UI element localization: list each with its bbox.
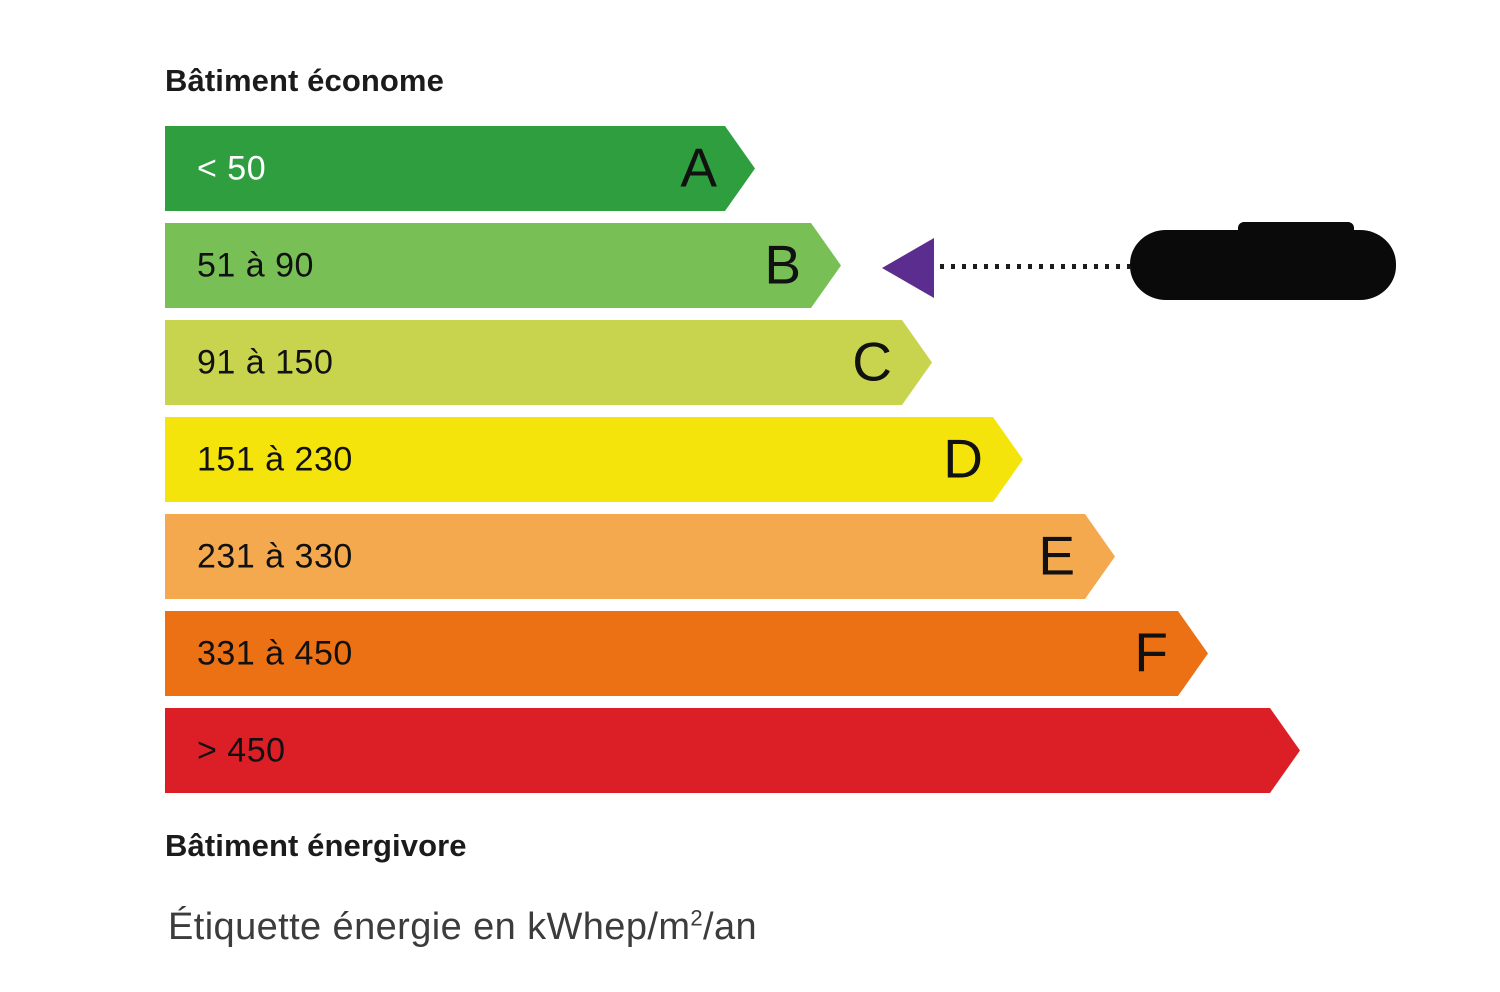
band-a-letter: A	[680, 135, 717, 198]
band-d-range-label: 151 à 230	[197, 440, 353, 478]
band-b-range-label: 51 à 90	[197, 246, 314, 284]
energy-band-d[interactable]: 151 à 230 D	[165, 417, 1023, 502]
band-c-range-label: 91 à 150	[197, 343, 334, 381]
band-b-letter: B	[764, 232, 801, 295]
band-e-letter: E	[1038, 523, 1075, 586]
band-e-range-label: 231 à 330	[197, 537, 353, 575]
energy-band-a[interactable]: < 50 A	[165, 126, 755, 211]
energy-band-e[interactable]: 231 à 330 E	[165, 514, 1115, 599]
energy-band-g[interactable]: > 450	[165, 708, 1300, 793]
band-c-letter: C	[852, 329, 892, 392]
top-caption: Bâtiment économe	[165, 63, 444, 98]
band-b-shape	[165, 223, 841, 308]
band-d-shape	[165, 417, 1023, 502]
bottom-caption: Bâtiment énergivore	[165, 828, 467, 863]
band-g-shape	[165, 708, 1300, 793]
band-d-letter: D	[943, 426, 983, 489]
marker-value-redacted	[1130, 222, 1396, 300]
dotted-leader-line	[940, 264, 1130, 269]
rating-marker	[880, 222, 1410, 306]
energy-band-f[interactable]: 331 à 450 F	[165, 611, 1208, 696]
energy-band-b[interactable]: 51 à 90 B	[165, 223, 841, 308]
band-f-range-label: 331 à 450	[197, 634, 353, 672]
energy-band-c[interactable]: 91 à 150 C	[165, 320, 932, 405]
band-a-range-label: < 50	[197, 149, 267, 187]
left-arrow-icon	[882, 238, 934, 298]
band-g-range-label: > 450	[197, 731, 286, 769]
band-f-letter: F	[1134, 620, 1168, 683]
unit-caption-main: Étiquette énergie en kWhep/m	[168, 906, 691, 948]
unit-caption-superscript: 2	[690, 905, 704, 931]
band-a-shape	[165, 126, 755, 211]
unit-caption: Étiquette énergie en kWhep/m2/an	[168, 906, 757, 949]
band-f-shape	[165, 611, 1208, 696]
unit-caption-tail: /an	[703, 906, 758, 948]
band-c-shape	[165, 320, 932, 405]
band-e-shape	[165, 514, 1115, 599]
